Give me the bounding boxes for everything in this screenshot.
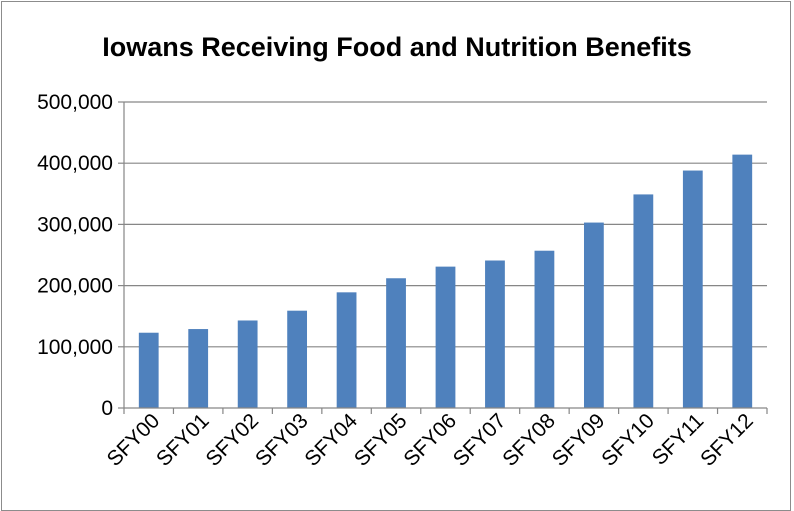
bar-sfy05 [386, 278, 406, 408]
bar-sfy08 [534, 250, 555, 408]
x-tick-label: SFY10 [597, 409, 659, 471]
bar-sfy12 [732, 154, 753, 408]
y-tick-label: 0 [101, 397, 113, 420]
bar-sfy11 [682, 170, 703, 408]
bars [138, 154, 753, 408]
y-tick-label: 300,000 [37, 213, 113, 236]
bar-sfy01 [188, 329, 209, 408]
bar-sfy02 [237, 320, 258, 408]
bar-sfy06 [435, 266, 456, 408]
x-tick-label: SFY08 [498, 409, 560, 471]
bar-sfy10 [633, 194, 654, 408]
x-tick-label: SFY09 [548, 409, 610, 471]
bar-sfy04 [336, 292, 357, 408]
y-tick-label: 100,000 [37, 336, 113, 359]
y-tick-label: 500,000 [37, 91, 113, 114]
x-tick-label: SFY05 [350, 409, 412, 471]
x-tick-label: SFY01 [152, 409, 214, 471]
x-tick-label: SFY04 [300, 409, 362, 471]
bar-sfy09 [583, 222, 604, 408]
x-tick-label: SFY03 [251, 409, 313, 471]
y-tick-label: 400,000 [37, 152, 113, 175]
axes [118, 101, 768, 414]
x-tick-label: SFY06 [399, 409, 461, 471]
y-tick-label: 200,000 [37, 275, 113, 298]
bar-sfy03 [287, 310, 308, 408]
bar-sfy07 [485, 260, 505, 408]
x-tick-label: SFY07 [449, 409, 511, 471]
bar-sfy00 [138, 332, 159, 408]
x-tick-label: SFY02 [202, 409, 264, 471]
y-axis-tick-labels: 0 100,000 200,000 300,000 400,000 500,000 [37, 91, 113, 420]
x-tick-label: SFY11 [648, 409, 709, 470]
x-tick-label: SFY12 [696, 409, 758, 471]
chart-title: Iowans Receiving Food and Nutrition Bene… [102, 32, 692, 62]
x-axis-tick-labels: SFY00SFY01SFY02SFY03SFY04SFY05SFY06SFY07… [103, 409, 758, 471]
